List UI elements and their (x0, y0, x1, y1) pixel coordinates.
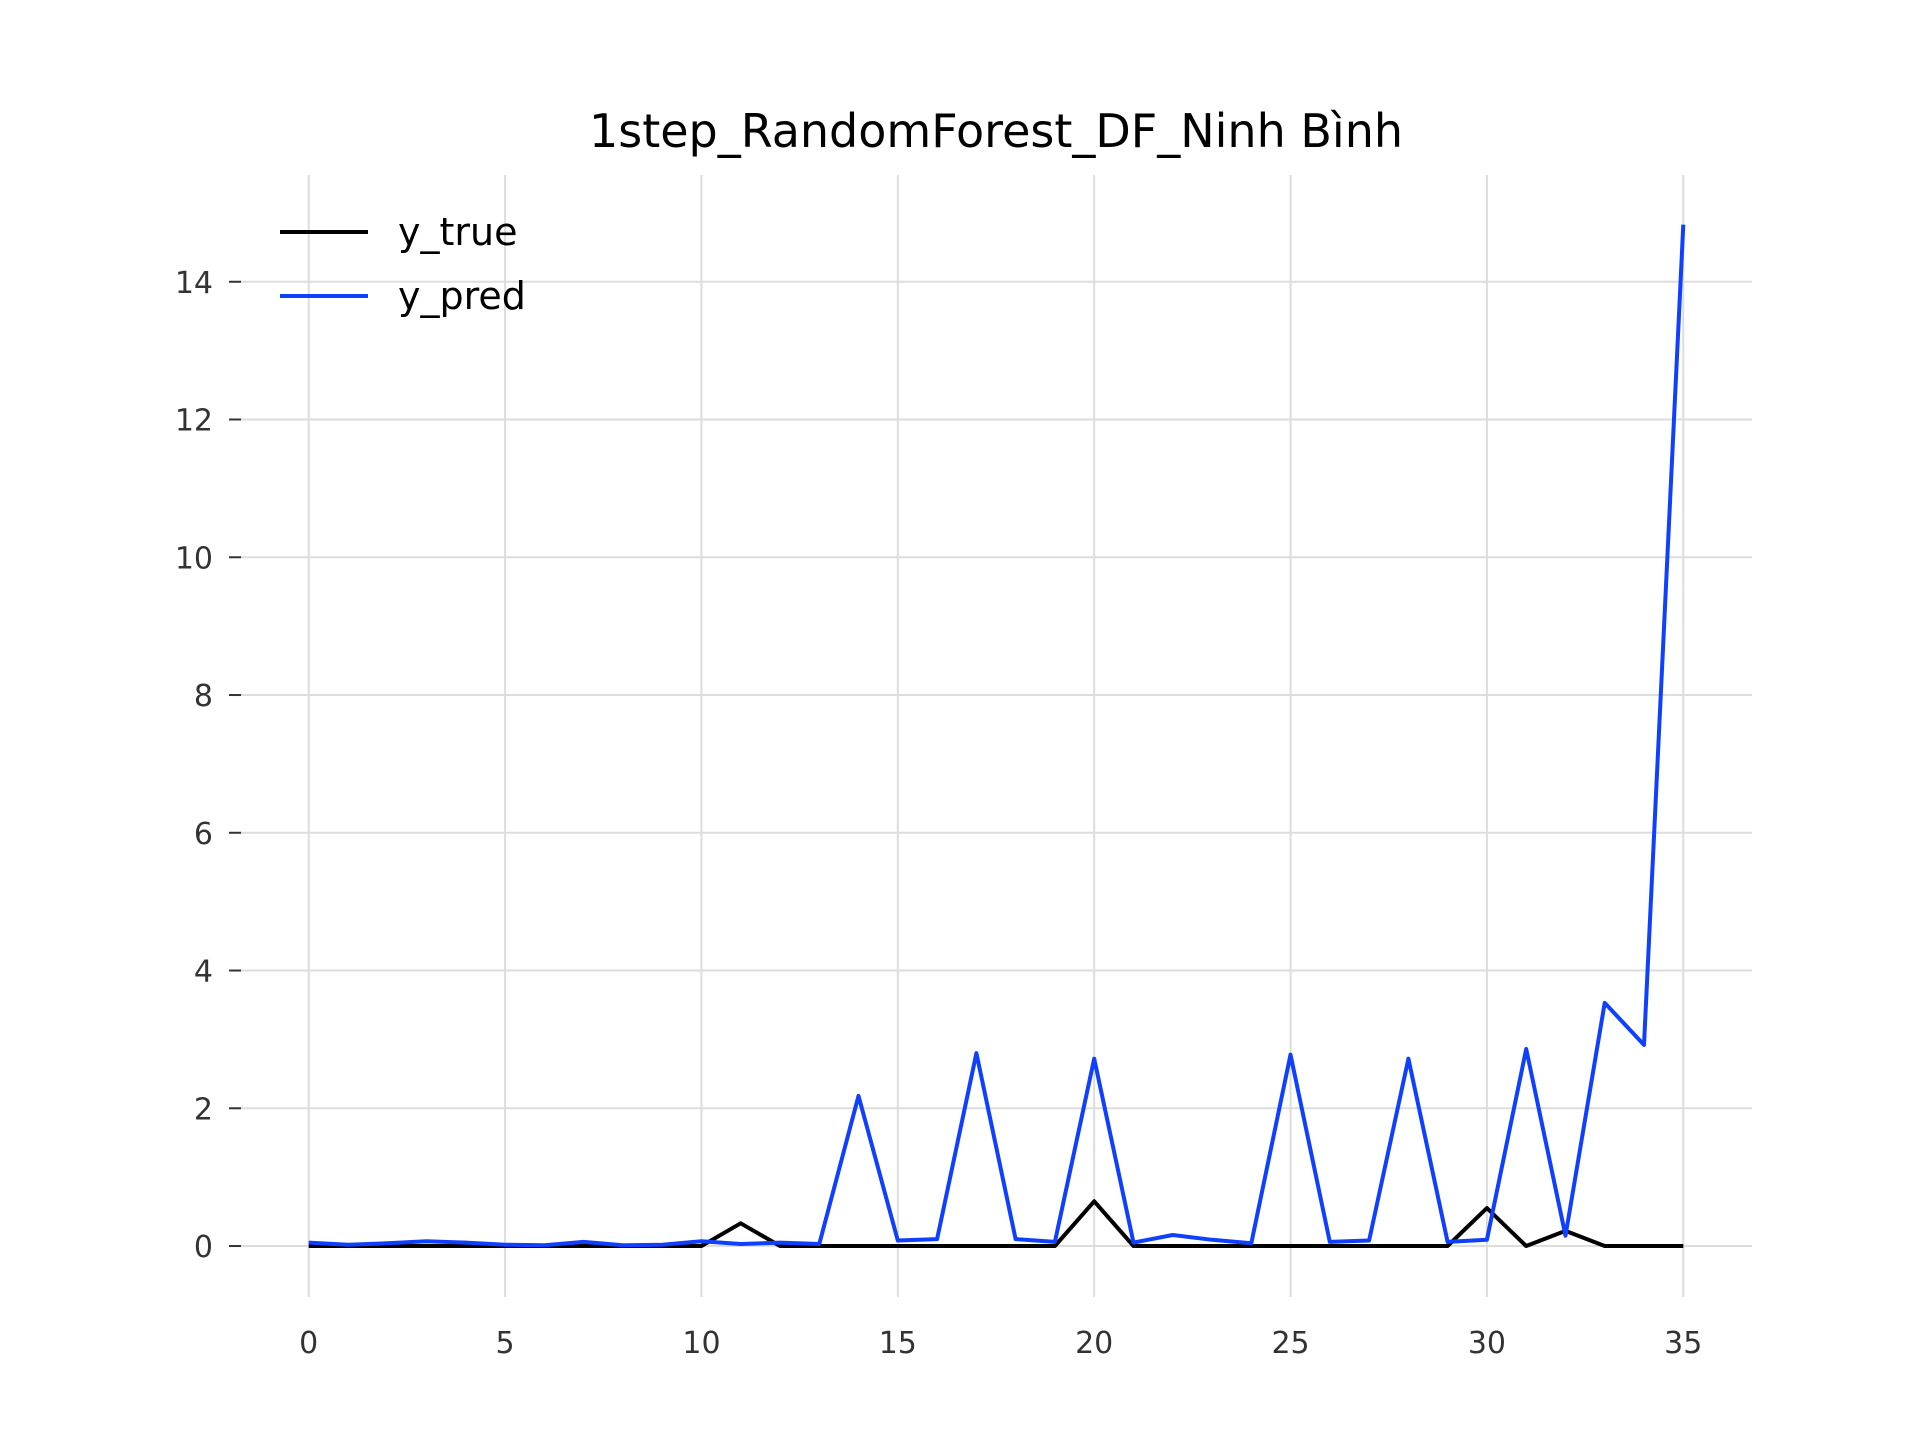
legend-label-y-pred: y_pred (398, 274, 526, 318)
x-tick-label: 35 (1664, 1326, 1702, 1361)
y-tick-label: 2 (194, 1092, 213, 1127)
y-tick-label: 10 (175, 541, 213, 576)
x-tick-label: 25 (1271, 1326, 1309, 1361)
x-tick-label: 0 (299, 1326, 318, 1361)
series-line-y-pred (308, 224, 1686, 1248)
chart-title: 1step_RandomForest_DF_Ninh Bình (589, 104, 1403, 158)
x-tick-label: 30 (1468, 1326, 1506, 1361)
x-tick-label: 15 (879, 1326, 917, 1361)
grid (240, 175, 1752, 1297)
y-tick-label: 8 (194, 679, 213, 714)
y-tick-label: 12 (175, 404, 213, 439)
x-tick-label: 20 (1075, 1326, 1113, 1361)
y-tick-label: 0 (194, 1230, 213, 1265)
x-tick-label: 10 (682, 1326, 720, 1361)
y-tick-label: 6 (194, 817, 213, 852)
y-tick-label: 14 (175, 266, 213, 301)
legend: y_true y_pred (280, 210, 526, 318)
x-tick-label: 5 (496, 1326, 515, 1361)
series-layer (308, 224, 1686, 1248)
y-tick-label: 4 (194, 955, 213, 990)
axes: 0 5 10 15 20 25 30 35 0 2 4 6 8 10 12 14 (175, 266, 1703, 1361)
legend-label-y-true: y_true (398, 210, 517, 254)
